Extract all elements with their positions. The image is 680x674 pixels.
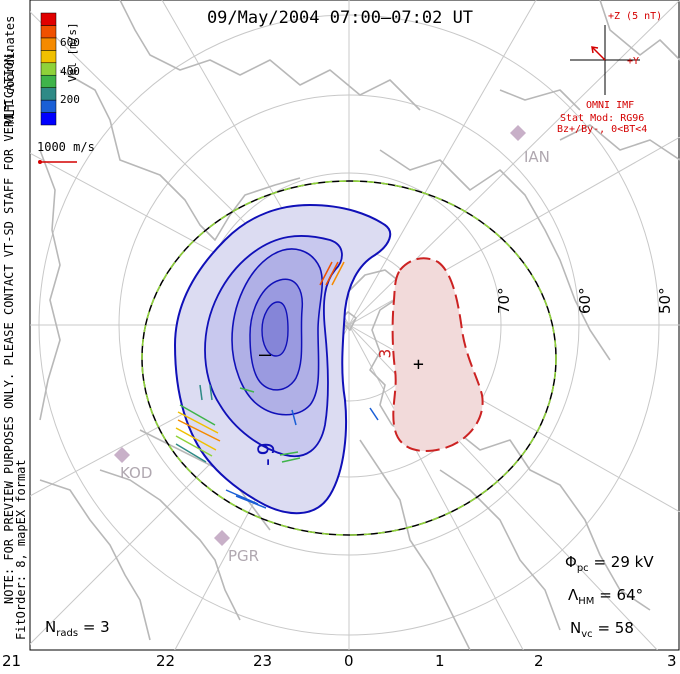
station-label-kod: KOD xyxy=(120,464,153,482)
imf-z-label: +Z (5 nT) xyxy=(608,11,663,22)
imf-source: OMNI IMF xyxy=(586,100,635,111)
nvc-value: = 58 xyxy=(597,619,634,637)
colorbar-tick-600: 600 xyxy=(60,36,80,49)
mlt-tick-22: 22 xyxy=(156,652,176,670)
phi-pc-stat: Φpc = 29 kV xyxy=(565,553,654,574)
lambda-symbol: Λ xyxy=(568,586,579,604)
nvc-symbol: N xyxy=(570,619,582,637)
nrads-value: = 3 xyxy=(82,618,110,636)
latitude-label-60: 60° xyxy=(576,287,594,314)
phi-symbol: Φ xyxy=(565,553,577,571)
stat-model-line2: Bz+/By-, 0<BT<4 xyxy=(557,124,648,135)
nvc-subscript: vc xyxy=(581,629,593,640)
nvc-stat: Nvc = 58 xyxy=(570,619,634,640)
colorbar-segment xyxy=(40,87,57,101)
mlt-tick-23: 23 xyxy=(253,652,273,670)
velocity-colorbar xyxy=(40,12,57,126)
lambda-value: = 64° xyxy=(599,586,644,604)
imf-clock-dial xyxy=(570,25,640,95)
mlt-tick-2: 2 xyxy=(534,652,544,670)
phi-subscript: pc xyxy=(576,563,589,574)
lambda-subscript: HM xyxy=(578,596,595,607)
station-markers xyxy=(114,125,526,546)
colorbar-tick-200: 200 xyxy=(60,93,80,106)
heppner-maynard-boundary xyxy=(141,180,557,536)
colorbar-segment xyxy=(40,99,57,113)
reference-vector-label: 1000 m/s xyxy=(37,140,95,154)
station-marker-pgr xyxy=(214,530,230,546)
colorbar-segment xyxy=(40,74,57,88)
station-label-pgr: PGR xyxy=(228,547,260,565)
colorbar-segment xyxy=(40,37,57,51)
velocity-vectors xyxy=(175,261,379,509)
station-label-ian: IAN xyxy=(524,148,550,166)
station-marker-kod xyxy=(114,447,130,463)
colorbar-tick-400: 400 xyxy=(60,65,80,78)
colorbar-segment xyxy=(40,12,57,26)
reference-vector xyxy=(38,160,77,164)
mlt-tick-21: 21 xyxy=(2,652,22,670)
contour-label-positive: 3 xyxy=(375,348,395,359)
potential-minimum-marker: – xyxy=(259,342,272,366)
mlt-tick-3: 3 xyxy=(667,652,677,670)
mlt-tick-0: 0 xyxy=(344,652,354,670)
colorbar-segment xyxy=(40,50,57,64)
nrads-symbol: N xyxy=(45,618,57,636)
map-title: 09/May/2004 07:00–07:02 UT xyxy=(206,8,474,28)
nrads-subscript: rads xyxy=(56,628,79,639)
negative-potential-cell xyxy=(173,203,392,515)
colorbar-segment xyxy=(40,112,57,126)
nrads-stat: Nrads = 3 xyxy=(45,618,110,639)
stat-model-line1: Stat Mod: RG96 xyxy=(560,113,645,124)
fit-order-info: FitOrder: 8, mapEX format xyxy=(14,459,28,640)
mlt-tick-1: 1 xyxy=(435,652,445,670)
contour-label-negative: -9 xyxy=(254,442,280,469)
lambda-hm-stat: ΛHM = 64° xyxy=(568,586,643,607)
colorbar-segment xyxy=(40,62,57,76)
latitude-label-70: 70° xyxy=(495,287,513,314)
latitude-label-50: 50° xyxy=(656,287,674,314)
coordinate-label: MLT coordinates xyxy=(3,15,17,124)
potential-maximum-marker: + xyxy=(413,354,424,375)
station-marker-ian xyxy=(510,125,526,141)
phi-value: = 29 kV xyxy=(593,553,654,571)
positive-potential-cell xyxy=(391,257,484,452)
imf-y-label: +Y xyxy=(627,56,640,67)
